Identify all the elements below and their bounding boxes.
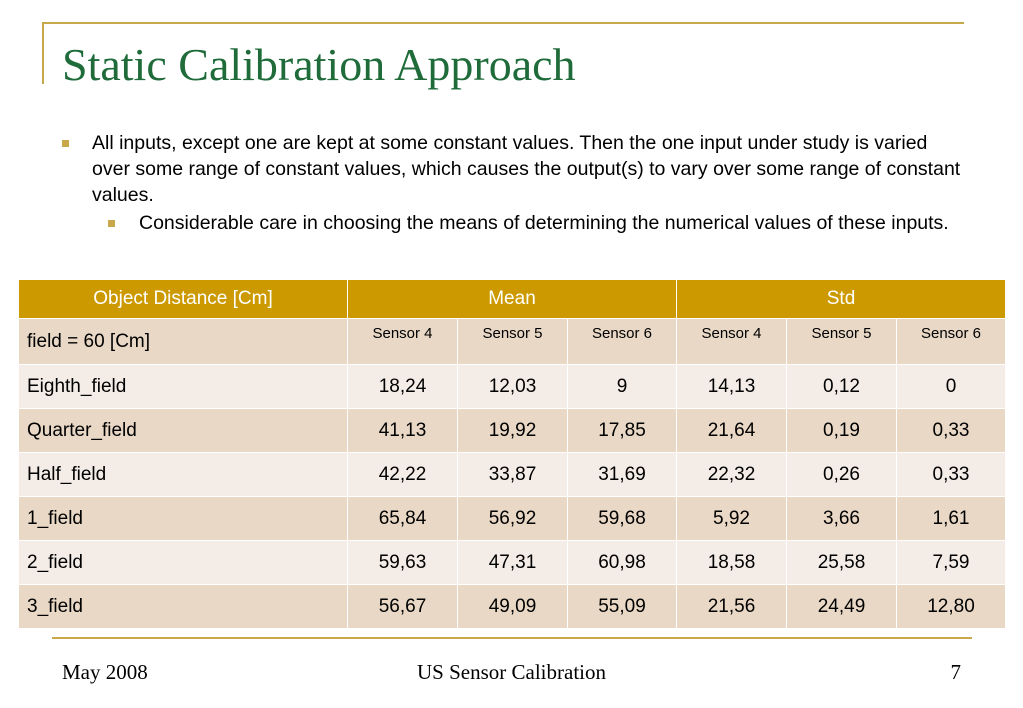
table-cell: 14,13 (676, 364, 788, 409)
calibration-table: Object Distance [Cm] Mean Std field = 60… (18, 279, 1007, 629)
table-header-row: Object Distance [Cm] Mean Std (18, 279, 1007, 319)
table-cell: 59,68 (566, 496, 678, 541)
table-cell: 12,03 (457, 364, 568, 409)
row-label: Quarter_field (18, 408, 348, 453)
sensor-header: Sensor 6 (566, 318, 678, 365)
table-row: 1_field 65,84 56,92 59,68 5,92 3,66 1,61 (18, 496, 1007, 541)
header-mean: Mean (346, 279, 678, 319)
table-cell: 0,33 (896, 452, 1007, 497)
footer-date: May 2008 (62, 660, 148, 684)
table-row: Quarter_field 41,13 19,92 17,85 21,64 0,… (18, 408, 1007, 453)
sensor-header: Sensor 5 (457, 318, 568, 365)
table-cell: 18,24 (347, 364, 458, 409)
table-cell: 19,92 (457, 408, 568, 453)
table-cell: 60,98 (566, 540, 678, 585)
table-cell: 0,19 (786, 408, 898, 453)
sensor-header: Sensor 4 (347, 318, 458, 365)
table-cell: 25,58 (786, 540, 898, 585)
table-cell: 41,13 (347, 408, 458, 453)
table-cell: 56,92 (457, 496, 568, 541)
table-cell: 5,92 (676, 496, 788, 541)
bullet-square-icon (108, 220, 115, 227)
table-cell: 21,56 (676, 584, 788, 629)
table-cell: 33,87 (457, 452, 568, 497)
table-cell: 47,31 (457, 540, 568, 585)
table-cell: 56,67 (347, 584, 458, 629)
table-row: 2_field 59,63 47,31 60,98 18,58 25,58 7,… (18, 540, 1007, 585)
table-row: 3_field 56,67 49,09 55,09 21,56 24,49 12… (18, 584, 1007, 629)
table-cell: 7,59 (896, 540, 1007, 585)
table-cell: 12,80 (896, 584, 1007, 629)
sensor-header: Sensor 4 (676, 318, 788, 365)
footer-title: US Sensor Calibration (417, 660, 606, 684)
table-cell: 0,33 (896, 408, 1007, 453)
sub-bullet-item: Considerable care in choosing the means … (62, 210, 962, 236)
slide-title: Static Calibration Approach (62, 39, 576, 90)
table-cell: 59,63 (347, 540, 458, 585)
sensor-header: Sensor 5 (786, 318, 898, 365)
table-cell: 0,12 (786, 364, 898, 409)
frame-left-line (42, 22, 44, 84)
table-cell: 1,61 (896, 496, 1007, 541)
table-cell: 49,09 (457, 584, 568, 629)
table-row: Eighth_field 18,24 12,03 9 14,13 0,12 0 (18, 364, 1007, 409)
header-std: Std (676, 279, 1007, 319)
row-label: Eighth_field (18, 364, 348, 409)
row-label: Half_field (18, 452, 348, 497)
table-cell: 22,32 (676, 452, 788, 497)
sub-bullet-text: Considerable care in choosing the means … (139, 212, 949, 234)
page-number: 7 (950, 660, 962, 684)
sensor-header: Sensor 6 (896, 318, 1007, 365)
table-cell: 55,09 (566, 584, 678, 629)
bullet-list: All inputs, except one are kept at some … (62, 130, 962, 236)
table-cell: 24,49 (786, 584, 898, 629)
field-label: field = 60 [Cm] (18, 318, 348, 365)
footer-divider (52, 637, 972, 639)
table-row: Half_field 42,22 33,87 31,69 22,32 0,26 … (18, 452, 1007, 497)
table-cell: 17,85 (566, 408, 678, 453)
bullet-square-icon (62, 140, 69, 147)
table-cell: 9 (566, 364, 678, 409)
table-cell: 42,22 (347, 452, 458, 497)
bullet-text: All inputs, except one are kept at some … (92, 132, 961, 206)
bullet-item: All inputs, except one are kept at some … (62, 130, 962, 208)
table-cell: 18,58 (676, 540, 788, 585)
row-label: 3_field (18, 584, 348, 629)
table-cell: 21,64 (676, 408, 788, 453)
table-cell: 65,84 (347, 496, 458, 541)
table-cell: 3,66 (786, 496, 898, 541)
table-cell: 0,26 (786, 452, 898, 497)
table-cell: 31,69 (566, 452, 678, 497)
header-object-distance: Object Distance [Cm] (18, 279, 348, 319)
table-cell: 0 (896, 364, 1007, 409)
table-subheader-row: field = 60 [Cm] Sensor 4 Sensor 5 Sensor… (18, 318, 1007, 365)
row-label: 1_field (18, 496, 348, 541)
frame-top-line (42, 22, 964, 24)
row-label: 2_field (18, 540, 348, 585)
